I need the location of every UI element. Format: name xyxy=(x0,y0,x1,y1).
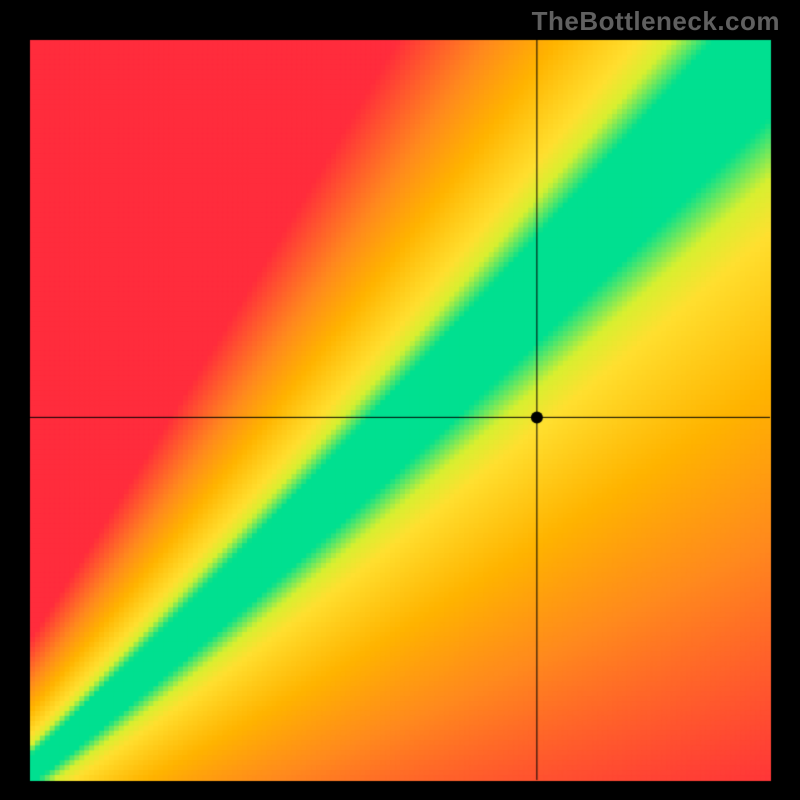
watermark-text: TheBottleneck.com xyxy=(532,6,780,37)
heatmap-canvas xyxy=(0,0,800,800)
chart-container: TheBottleneck.com xyxy=(0,0,800,800)
